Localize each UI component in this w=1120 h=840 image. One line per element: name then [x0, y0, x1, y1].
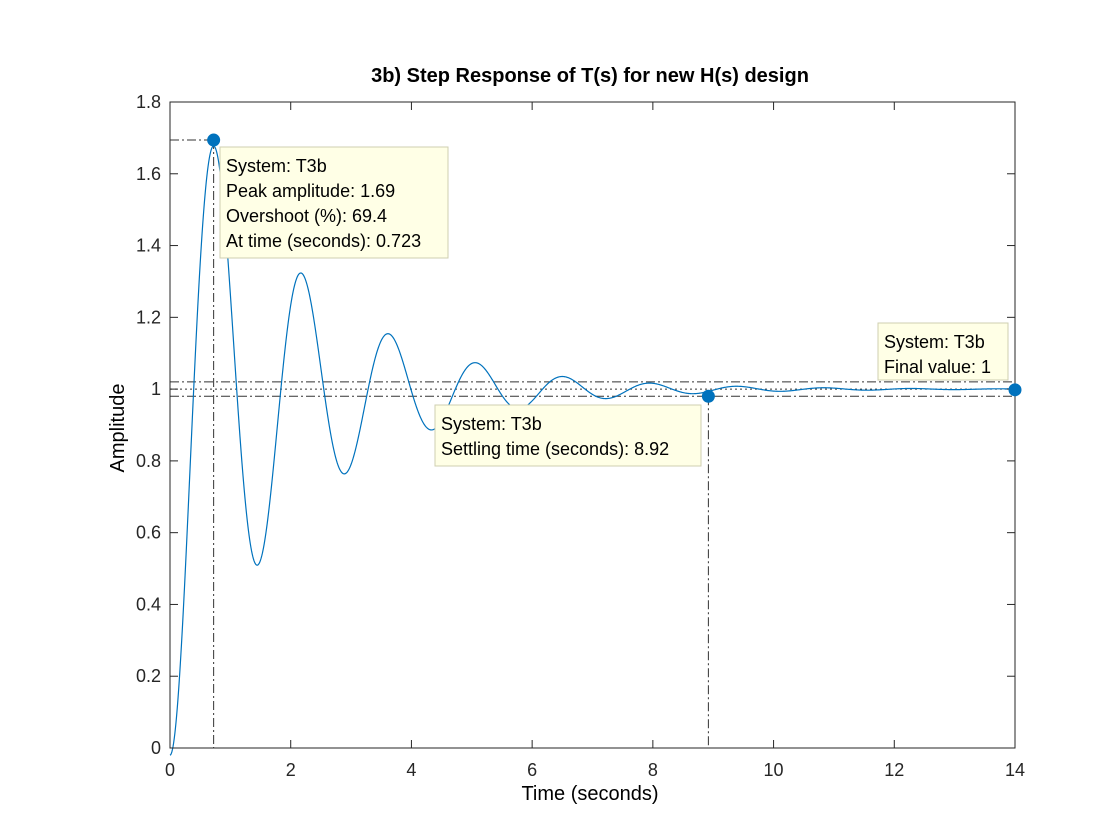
datatip-line: Final value: 1: [884, 357, 991, 377]
datatip-peak: System: T3b Peak amplitude: 1.69 Overshoot…: [219, 146, 449, 259]
y-tick-label: 0.4: [136, 594, 161, 614]
axes: 0 2 4 6 8 10 12 14 0 0.2 0.4 0.6 0.8 1 1.2 1.4 1.6 1.8: [136, 92, 1025, 780]
marker-layer: [207, 133, 1022, 403]
marker-final: [1008, 383, 1022, 397]
y-tick-label: 0: [151, 738, 161, 758]
datatip-settling: System: T3b Settling time (seconds): 8.92: [434, 404, 702, 467]
datatip-line: Overshoot (%): 69.4: [226, 206, 387, 226]
datatip-line: Peak amplitude: 1.69: [226, 181, 395, 201]
axes-box: [169, 101, 1016, 749]
datatip-final: System: T3b Final value: 1: [877, 322, 1009, 381]
series-line-T3b: [169, 145, 1016, 756]
x-tick-label: 0: [165, 760, 175, 780]
x-tick-label: 14: [1005, 760, 1025, 780]
y-tick-label: 1: [151, 379, 161, 399]
datatip-line: System: T3b: [441, 414, 542, 434]
datatip-layer: System: T3b Peak amplitude: 1.69 Overshoot…: [219, 146, 1009, 467]
x-axis-label: Time (seconds): [521, 783, 658, 805]
datatip-line: At time (seconds): 0.723: [226, 231, 421, 251]
y-tick-label: 1.4: [136, 236, 161, 256]
datatip-box: [219, 146, 449, 259]
y-tick-label: 1.8: [136, 92, 161, 112]
y-tick-label: 0.8: [136, 451, 161, 471]
x-tick-label: 4: [406, 760, 416, 780]
datatip-line: System: T3b: [884, 332, 985, 352]
marker-peak: [207, 133, 221, 147]
y-tick-label: 1.6: [136, 164, 161, 184]
y-tick-label: 1.2: [136, 307, 161, 327]
response-curve-layer: [169, 145, 1016, 756]
x-tick-label: 2: [286, 760, 296, 780]
x-tick-label: 8: [648, 760, 658, 780]
y-axis-label: Amplitude: [107, 384, 129, 473]
chart-title: 3b) Step Response of T(s) for new H(s) d…: [371, 65, 809, 87]
datatip-line: System: T3b: [226, 156, 327, 176]
marker-settling: [701, 389, 715, 403]
x-tick-label: 12: [884, 760, 904, 780]
y-tick-label: 0.6: [136, 523, 161, 543]
reference-lines: [170, 139, 1015, 748]
x-tick-label: 6: [527, 760, 537, 780]
datatip-box: [877, 322, 1009, 381]
datatip-line: Settling time (seconds): 8.92: [441, 439, 669, 459]
datatip-box: [434, 404, 702, 467]
y-tick-label: 0.2: [136, 666, 161, 686]
x-tick-label: 10: [764, 760, 784, 780]
